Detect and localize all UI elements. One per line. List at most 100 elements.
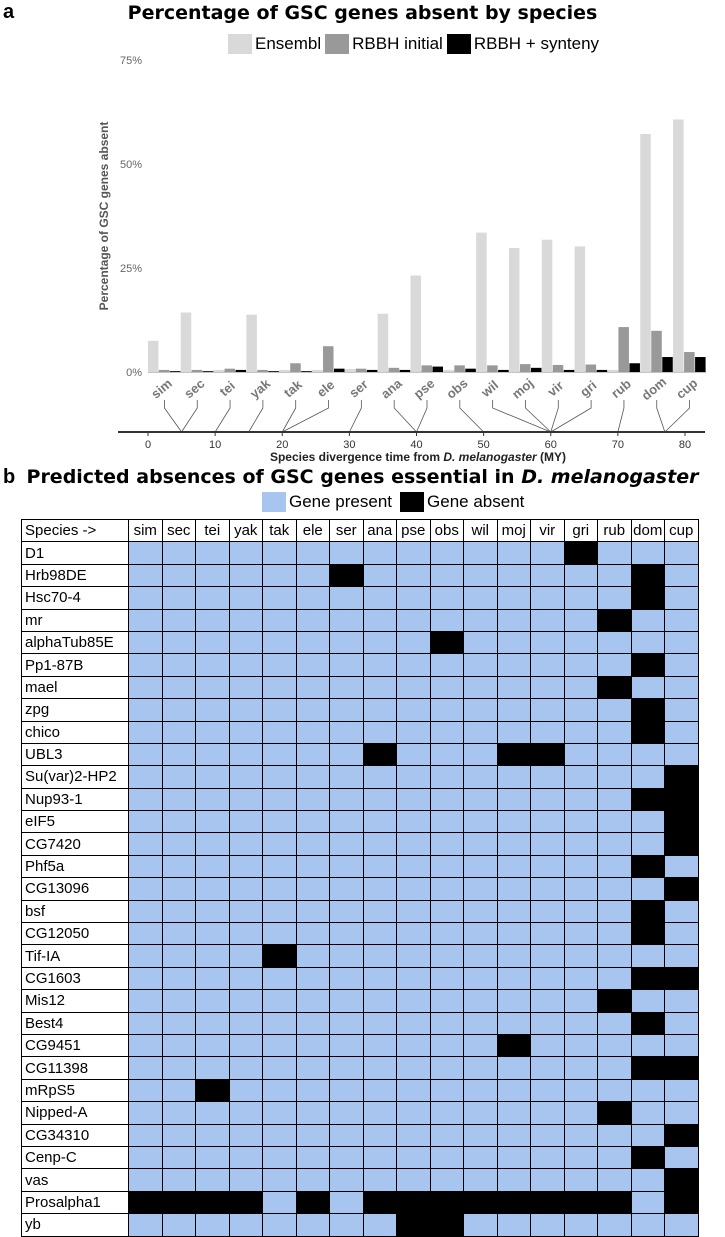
present-cell-tak xyxy=(262,832,297,856)
legend-swatch-absent xyxy=(400,492,425,512)
present-cell-obs xyxy=(429,787,464,812)
present-cell-moj xyxy=(496,922,531,946)
present-cell-pse xyxy=(396,922,431,946)
category-label-vir: vir xyxy=(544,378,566,400)
present-cell-sec xyxy=(161,653,196,677)
present-cell-obs xyxy=(429,1123,464,1147)
table-row: zpg xyxy=(21,698,699,722)
present-cell-gri xyxy=(563,742,598,767)
present-cell-ana xyxy=(362,944,397,968)
panel-b-letter: b xyxy=(3,466,16,488)
present-cell-cup xyxy=(664,630,699,655)
present-cell-vir xyxy=(530,989,565,1013)
bar-rbbh-synteny-ser xyxy=(366,369,378,372)
category-label-gri: gri xyxy=(577,377,599,399)
table-row: Phf5a xyxy=(21,854,699,879)
present-cell-wil xyxy=(463,698,498,722)
present-cell-rub xyxy=(597,1168,632,1192)
present-cell-tak xyxy=(262,854,297,879)
present-cell-rub xyxy=(597,922,632,946)
present-cell-tei xyxy=(195,698,230,722)
present-cell-tak xyxy=(262,675,297,700)
bar-rbbh-initial-rub xyxy=(618,327,629,372)
present-cell-yak xyxy=(228,1123,263,1147)
present-cell-dom xyxy=(630,1190,665,1215)
present-cell-wil xyxy=(463,1011,498,1035)
present-cell-ser xyxy=(329,653,364,677)
present-cell-pse xyxy=(396,742,431,767)
species-header-vir: vir xyxy=(530,518,565,543)
bar-rbbh-synteny-tei xyxy=(235,369,247,372)
present-cell-tak xyxy=(262,742,297,767)
species-header-gri: gri xyxy=(563,518,598,543)
present-cell-vir xyxy=(530,966,565,991)
present-cell-gri xyxy=(563,1011,598,1035)
table-row: mr xyxy=(21,608,699,632)
present-cell-pse xyxy=(396,1078,431,1103)
connector-sim xyxy=(164,400,182,433)
present-cell-cup xyxy=(664,742,699,767)
bar-rbbh-synteny-ana xyxy=(399,369,411,372)
present-cell-cup xyxy=(664,653,699,677)
present-cell-ana xyxy=(362,1056,397,1080)
present-cell-sec xyxy=(161,1011,196,1035)
present-cell-wil xyxy=(463,1213,498,1237)
present-cell-wil xyxy=(463,1033,498,1058)
present-cell-ele xyxy=(295,698,330,722)
absent-cell-yak xyxy=(228,1190,263,1215)
present-cell-gri xyxy=(563,698,598,722)
present-cell-vir xyxy=(530,586,565,610)
present-cell-gri xyxy=(563,1123,598,1147)
present-cell-ser xyxy=(329,787,364,812)
present-cell-gri xyxy=(563,810,598,834)
present-cell-cup xyxy=(664,922,699,946)
gene-name: Prosalpha1 xyxy=(21,1190,129,1215)
present-cell-tak xyxy=(262,586,297,610)
present-cell-ana xyxy=(362,966,397,991)
absent-cell-cup xyxy=(664,1168,699,1192)
present-cell-vir xyxy=(530,541,565,565)
present-cell-moj xyxy=(496,966,531,991)
present-cell-ana xyxy=(362,989,397,1013)
bar-rbbh-initial-dom xyxy=(651,330,662,372)
absent-cell-cup xyxy=(664,765,699,789)
present-cell-rub xyxy=(597,742,632,767)
present-cell-gri xyxy=(563,877,598,901)
present-cell-moj xyxy=(496,1056,531,1080)
y-axis-label: Percentage of GSC genes absent xyxy=(97,122,111,311)
present-cell-sec xyxy=(161,765,196,789)
present-cell-tak xyxy=(262,1213,297,1237)
present-cell-tak xyxy=(262,1101,297,1125)
present-cell-cup xyxy=(664,1213,699,1237)
present-cell-ser xyxy=(329,810,364,834)
present-cell-rub xyxy=(597,899,632,924)
present-cell-ana xyxy=(362,1078,397,1103)
species-header-ele: ele xyxy=(295,518,330,543)
present-cell-cup xyxy=(664,698,699,722)
present-cell-gri xyxy=(563,1078,598,1103)
present-cell-sec xyxy=(161,586,196,610)
grid-legend: Gene present Gene absent xyxy=(262,492,528,512)
present-cell-tei xyxy=(195,899,230,924)
table-row: Nup93-1 xyxy=(21,787,699,812)
category-label-sec: sec xyxy=(181,376,207,401)
present-cell-tak xyxy=(262,1056,297,1080)
species-header-sec: sec xyxy=(161,518,196,543)
present-cell-ele xyxy=(295,541,330,565)
present-cell-gri xyxy=(563,922,598,946)
gene-name: mr xyxy=(21,608,129,632)
present-cell-tei xyxy=(195,787,230,812)
bar-ensembl-ele xyxy=(312,369,323,372)
present-cell-ser xyxy=(329,765,364,789)
present-cell-pse xyxy=(396,586,431,610)
grid-title: Predicted absences of GSC genes essentia… xyxy=(0,466,725,488)
present-cell-tei xyxy=(195,1101,230,1125)
present-cell-yak xyxy=(228,1168,263,1192)
present-cell-pse xyxy=(396,787,431,812)
gene-name: Hsc70-4 xyxy=(21,586,129,610)
absent-cell-cup xyxy=(664,787,699,812)
present-cell-ele xyxy=(295,810,330,834)
present-cell-sec xyxy=(161,1056,196,1080)
present-cell-yak xyxy=(228,630,263,655)
absent-cell-rub xyxy=(597,989,632,1013)
